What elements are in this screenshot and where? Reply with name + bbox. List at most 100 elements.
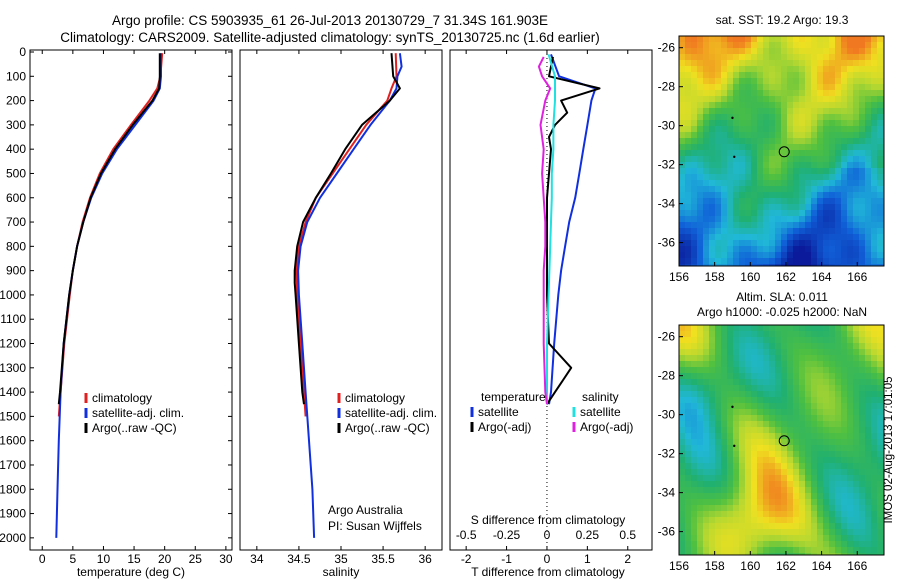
heatmap-cell	[835, 66, 842, 73]
heatmap-cell	[817, 138, 824, 145]
heatmap-cell	[763, 108, 770, 115]
heatmap-cell	[805, 421, 812, 428]
heatmap-cell	[679, 162, 686, 169]
heatmap-cell	[721, 391, 728, 398]
heatmap-cell	[685, 120, 692, 127]
heatmap-cell	[853, 331, 860, 338]
heatmap-cell	[805, 499, 812, 506]
heatmap-cell	[787, 246, 794, 253]
heatmap-cell	[793, 240, 800, 247]
heatmap-cell	[709, 36, 716, 43]
heatmap-cell	[793, 222, 800, 229]
heatmap-cell	[763, 180, 770, 187]
heatmap-cell	[679, 463, 686, 470]
heatmap-cell	[847, 391, 854, 398]
heatmap-cell	[703, 391, 710, 398]
depth-tick-label: 900	[6, 264, 26, 278]
heatmap-cell	[841, 487, 848, 494]
heatmap-cell	[793, 499, 800, 506]
heatmap-cell	[835, 325, 842, 332]
heatmap-cell	[781, 475, 788, 482]
heatmap-cell	[697, 343, 704, 350]
heatmap-cell	[811, 210, 818, 217]
heatmap-cell	[763, 144, 770, 151]
heatmap-cell	[781, 234, 788, 241]
heatmap-cell	[769, 343, 776, 350]
heatmap-cell	[697, 499, 704, 506]
heatmap-cell	[793, 331, 800, 338]
heatmap-cell	[829, 162, 836, 169]
heatmap-cell	[709, 529, 716, 536]
heatmap-cell	[763, 421, 770, 428]
heatmap-cell	[697, 204, 704, 211]
heatmap-cell	[775, 373, 782, 380]
heatmap-cell	[841, 192, 848, 199]
heatmap-cell	[859, 433, 866, 440]
heatmap-cell	[769, 325, 776, 332]
heatmap-cell	[799, 343, 806, 350]
heatmap-cell	[853, 379, 860, 386]
heatmap-cell	[829, 493, 836, 500]
heatmap-cell	[709, 433, 716, 440]
heatmap-cell	[691, 439, 698, 446]
heatmap-cell	[679, 120, 686, 127]
heatmap-cell	[799, 222, 806, 229]
heatmap-cell	[811, 150, 818, 157]
heatmap-cell	[679, 186, 686, 193]
heatmap-cell	[733, 487, 740, 494]
heatmap-cell	[739, 264, 746, 266]
heatmap-cell	[721, 445, 728, 452]
heatmap-cell	[763, 325, 770, 332]
heatmap-cell	[841, 541, 848, 548]
heatmap-cell	[799, 367, 806, 374]
heatmap-cell	[793, 192, 800, 199]
heatmap-cell	[685, 36, 692, 43]
heatmap-cell	[769, 331, 776, 338]
heatmap-cell	[685, 84, 692, 91]
heatmap-cell	[757, 385, 764, 392]
heatmap-cell	[757, 252, 764, 259]
heatmap-cell	[691, 126, 698, 133]
heatmap-cell	[697, 168, 704, 175]
heatmap-cell	[805, 457, 812, 464]
heatmap-cell	[877, 138, 884, 145]
heatmap-cell	[817, 325, 824, 332]
heatmap-cell	[865, 168, 872, 175]
heatmap-cell	[733, 529, 740, 536]
heatmap-cell	[829, 42, 836, 49]
heatmap-cell	[787, 469, 794, 476]
heatmap-cell	[781, 246, 788, 253]
heatmap-cell	[877, 523, 884, 530]
heatmap-cell	[739, 511, 746, 518]
heatmap-cell	[679, 367, 686, 374]
heatmap-cell	[817, 415, 824, 422]
heatmap-cell	[745, 379, 752, 386]
heatmap-cell	[781, 385, 788, 392]
heatmap-cell	[709, 415, 716, 422]
heatmap-cell	[877, 60, 884, 67]
heatmap-cell	[697, 126, 704, 133]
heatmap-cell	[763, 84, 770, 91]
heatmap-cell	[739, 505, 746, 512]
heatmap-cell	[727, 150, 734, 157]
heatmap-cell	[757, 42, 764, 49]
heatmap-cell	[823, 367, 830, 374]
heatmap-cell	[829, 96, 836, 103]
heatmap-cell	[751, 445, 758, 452]
heatmap-cell	[709, 391, 716, 398]
temperature-difference-xlabel: T difference from climatology	[471, 565, 625, 579]
heatmap-cell	[721, 397, 728, 404]
heatmap-cell	[781, 114, 788, 121]
salinity-axes-box	[239, 49, 443, 551]
heatmap-cell	[889, 234, 896, 241]
heatmap-cell	[775, 493, 782, 500]
heatmap-cell	[775, 367, 782, 374]
heatmap-cell	[787, 84, 794, 91]
heatmap-cell	[829, 421, 836, 428]
heatmap-cell	[739, 48, 746, 55]
heatmap-cell	[679, 84, 686, 91]
heatmap-cell	[757, 84, 764, 91]
heatmap-cell	[745, 487, 752, 494]
heatmap-cell	[781, 403, 788, 410]
heatmap-cell	[811, 258, 818, 265]
